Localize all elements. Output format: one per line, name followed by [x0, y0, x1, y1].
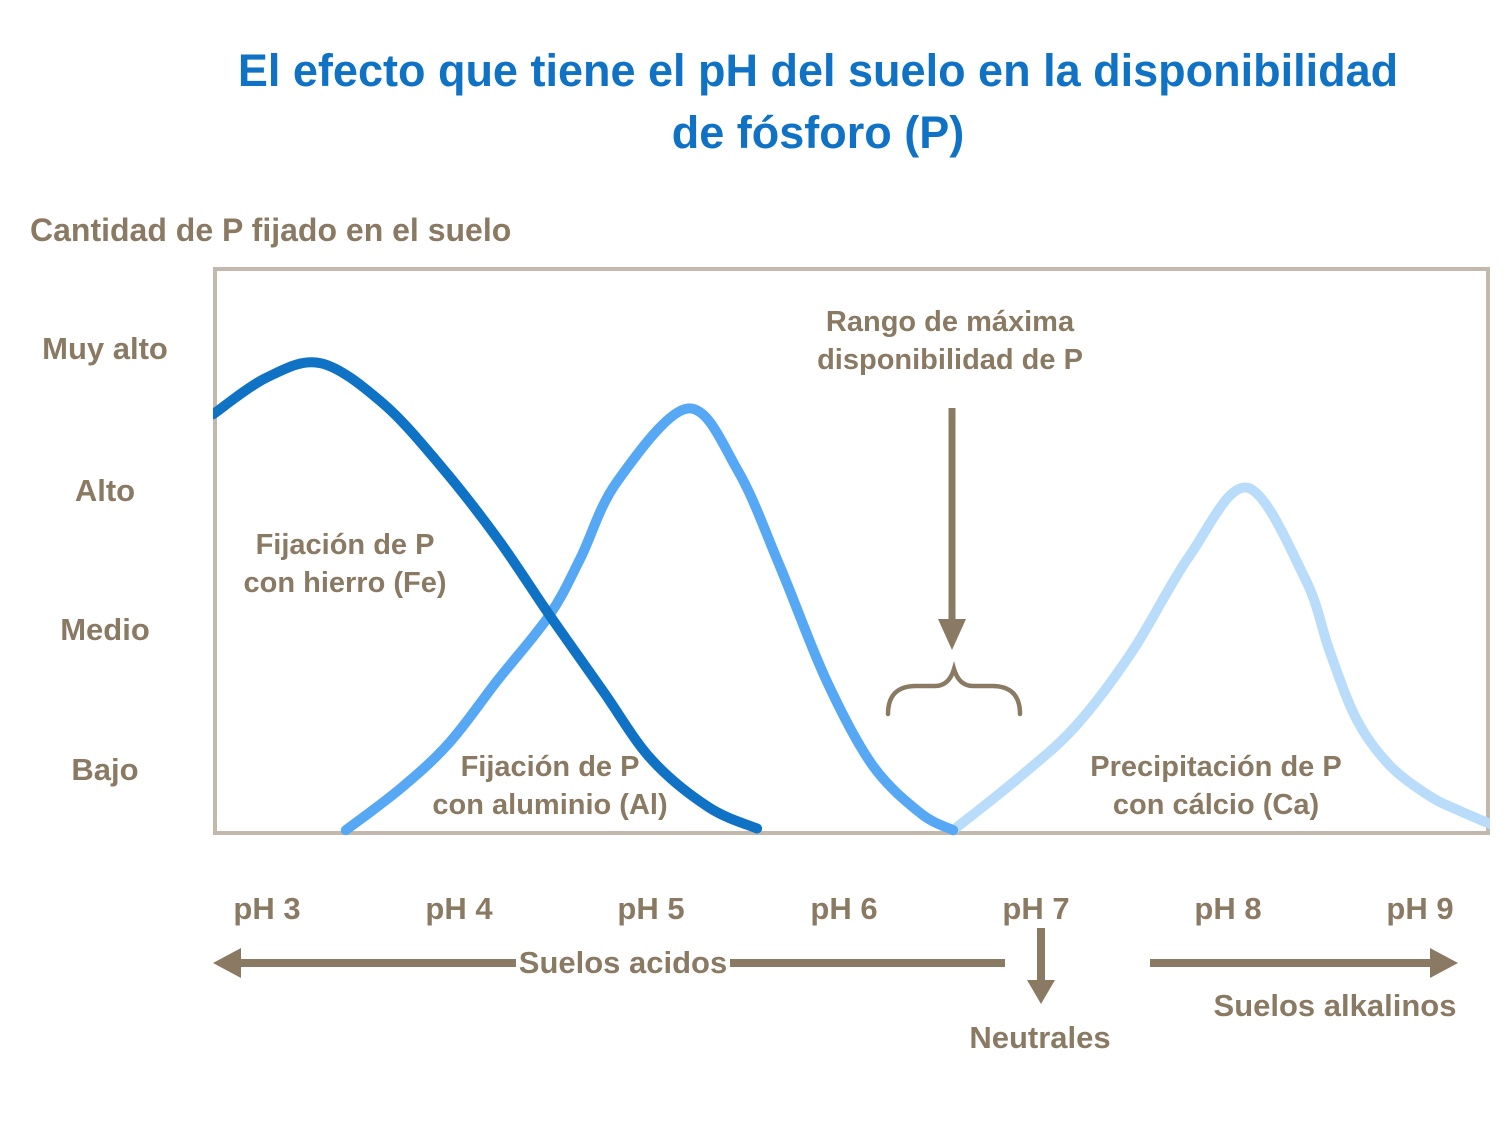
- y-tick-muy-alto: Muy alto: [42, 331, 168, 366]
- curves-canvas: [213, 357, 1490, 836]
- annotation-al-curve-label: Fijación de P con aluminio (Al): [365, 748, 735, 824]
- y-axis-label: Cantidad de P fijado en el suelo: [30, 212, 512, 248]
- curve-precipitaci-n-de-p-con-c-lcio-ca-: [948, 482, 1490, 836]
- curve-fijaci-n-de-p-con-hierro-fe-: [213, 357, 763, 834]
- alkaline-soils-label: Suelos alkalinos: [1213, 988, 1457, 1023]
- max-availability-brace: [885, 661, 1023, 717]
- y-tick-alto: Alto: [74, 473, 136, 508]
- chart-title-line2: de fósforo (P): [671, 107, 965, 158]
- chart-title: El efecto que tiene el pH del suelo en l…: [125, 40, 1511, 164]
- annotation-max-availability-line2: disponibilidad de P: [817, 344, 1083, 376]
- neutral-down-arrow: [1026, 928, 1056, 1004]
- chart-title-line1: El efecto que tiene el pH del suelo en l…: [237, 45, 1399, 96]
- annotation-max-availability-line1: Rango de máxima: [825, 306, 1075, 338]
- acid-soils-label: Suelos acidos: [518, 945, 728, 980]
- x-tick-ph6: pH 6: [810, 891, 878, 926]
- annotation-fe-curve-label: Fijación de P con hierro (Fe): [185, 526, 505, 602]
- ca-label-line1: Precipitación de P: [1090, 751, 1342, 783]
- y-tick-bajo: Bajo: [71, 752, 139, 787]
- neutral-soils-label: Neutrales: [969, 1020, 1111, 1055]
- annotation-max-availability: Rango de máxima disponibilidad de P: [730, 303, 1170, 379]
- acid-soils-arrowhead-icon: [213, 948, 241, 978]
- alkaline-soils-arrow-line: [1150, 959, 1430, 967]
- al-label-line1: Fijación de P: [460, 751, 640, 783]
- x-tick-ph4: pH 4: [425, 891, 493, 926]
- x-tick-ph9: pH 9: [1386, 891, 1454, 926]
- fe-label-line1: Fijación de P: [255, 529, 435, 561]
- acid-soils-arrow: Suelos acidos: [213, 944, 1005, 982]
- al-label-line2: con aluminio (Al): [432, 789, 668, 821]
- x-tick-ph8: pH 8: [1194, 891, 1262, 926]
- x-tick-ph7: pH 7: [1002, 891, 1070, 926]
- x-tick-ph3: pH 3: [233, 891, 301, 926]
- annotation-ca-curve-label: Precipitación de P con cálcio (Ca): [1006, 748, 1426, 824]
- neutral-down-arrow-stem: [1037, 928, 1045, 980]
- fe-label-line2: con hierro (Fe): [243, 567, 447, 599]
- y-tick-medio: Medio: [60, 612, 150, 647]
- curve-series-layer: [213, 357, 1490, 836]
- acid-soils-arrow-line-right: [730, 959, 1005, 967]
- ca-label-line2: con cálcio (Ca): [1112, 789, 1320, 821]
- alkaline-soils-arrowhead-icon: [1430, 948, 1458, 978]
- max-availability-arrow-head: [938, 619, 966, 650]
- neutral-down-arrowhead-icon: [1027, 980, 1055, 1004]
- x-tick-ph5: pH 5: [617, 891, 685, 926]
- acid-soils-arrow-line-left: [241, 959, 516, 967]
- alkaline-soils-arrow: [1150, 944, 1458, 982]
- curve-fijaci-n-de-p-con-aluminio-al-: [340, 403, 959, 836]
